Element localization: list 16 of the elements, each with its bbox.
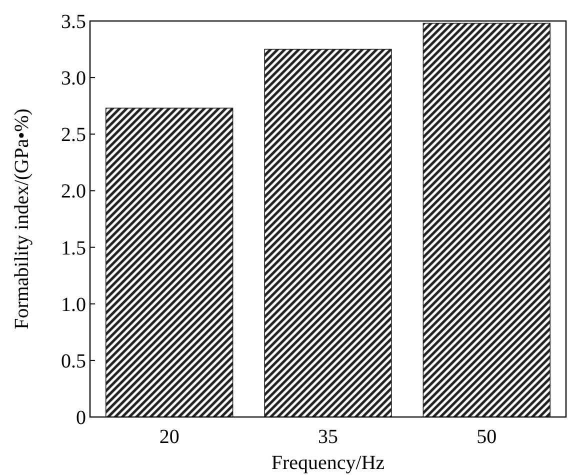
x-tick-label: 20 bbox=[159, 426, 180, 448]
y-tick-label: 2.5 bbox=[61, 124, 86, 146]
y-tick-label: 3.0 bbox=[61, 68, 86, 90]
x-tick-label: 50 bbox=[476, 426, 497, 448]
bar bbox=[105, 108, 234, 418]
bar bbox=[422, 22, 551, 418]
bar bbox=[264, 48, 392, 418]
y-tick-label: 1.0 bbox=[61, 294, 86, 316]
y-tick-label: 1.5 bbox=[61, 237, 86, 260]
y-tick-label: 3.5 bbox=[61, 11, 86, 33]
x-tick-label: 35 bbox=[318, 426, 338, 448]
y-tick-label: 0.5 bbox=[61, 350, 86, 372]
y-axis-title: Formability index/(GPa•%) bbox=[11, 108, 33, 330]
y-tick-label: 2.0 bbox=[61, 180, 86, 203]
y-tick-label: 0 bbox=[76, 407, 86, 429]
x-axis-title: Frequency/Hz bbox=[271, 452, 385, 474]
